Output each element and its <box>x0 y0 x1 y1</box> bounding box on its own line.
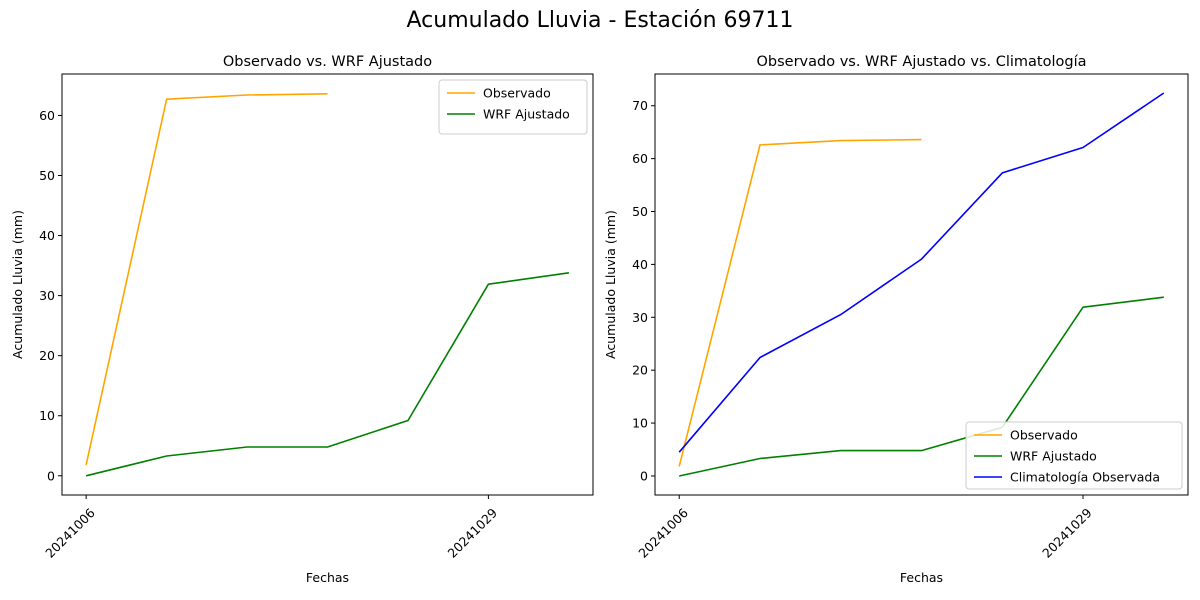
legend-label: WRF Ajustado <box>1010 449 1097 464</box>
x-tick-label: 20241006 <box>42 505 98 561</box>
x-axis-label: Fechas <box>900 570 943 585</box>
chart-1: Observado vs. WRF Ajustado 0 10 20 30 40 50 60 2… <box>10 54 594 585</box>
y-tick-label: 60 <box>39 108 55 123</box>
legend: Observado WRF Ajustado <box>438 79 588 135</box>
y-axis-label: Acumulado Lluvia (mm) <box>603 210 618 359</box>
plot-frame <box>61 73 594 496</box>
chart-title: Observado vs. WRF Ajustado <box>223 54 432 70</box>
plot-frame <box>654 73 1189 496</box>
chart-2: Observado vs. WRF Ajustado vs. Climatolo… <box>603 54 1189 585</box>
series-line-wrf-ajustado <box>679 296 1164 477</box>
chart-title: Observado vs. WRF Ajustado vs. Climatolo… <box>757 54 1087 70</box>
x-tick-label: 20241029 <box>445 505 501 561</box>
y-tick-label: 60 <box>632 151 648 166</box>
series-line-observado <box>85 93 328 466</box>
y-tick-label: 10 <box>39 408 55 423</box>
legend-box <box>965 421 1183 490</box>
y-tick-label: 50 <box>632 204 648 219</box>
y-tick-label: 0 <box>47 468 55 483</box>
y-tick-label: 40 <box>632 257 648 272</box>
y-axis-label: Acumulado Lluvia (mm) <box>10 210 25 359</box>
series-line-wrf-ajustado <box>85 272 570 477</box>
x-tick-label: 20241029 <box>1039 505 1095 561</box>
legend: Observado WRF Ajustado Climatología Observ… <box>965 421 1183 490</box>
y-tick-label: 20 <box>632 363 648 378</box>
figure-title: Acumulado Lluvia - Estación 69711 <box>406 8 794 33</box>
legend-label: Climatología Observada <box>1010 470 1160 485</box>
legend-box <box>438 79 588 135</box>
y-tick-label: 30 <box>632 310 648 325</box>
x-tick-label: 20241006 <box>635 505 691 561</box>
y-tick-label: 10 <box>632 416 648 431</box>
series-line-observado <box>678 138 922 467</box>
legend-label: Observado <box>483 86 551 101</box>
y-tick-label: 70 <box>632 98 648 113</box>
y-tick-label: 30 <box>39 288 55 303</box>
y-tick-label: 0 <box>640 468 648 483</box>
x-axis-label: Fechas <box>306 570 349 585</box>
y-tick-label: 20 <box>39 348 55 363</box>
y-tick-label: 50 <box>39 168 55 183</box>
series-line-climatolog-a-observada <box>678 92 1165 453</box>
legend-label: Observado <box>1010 428 1078 443</box>
legend-label: WRF Ajustado <box>483 107 570 122</box>
y-tick-label: 40 <box>39 228 55 243</box>
